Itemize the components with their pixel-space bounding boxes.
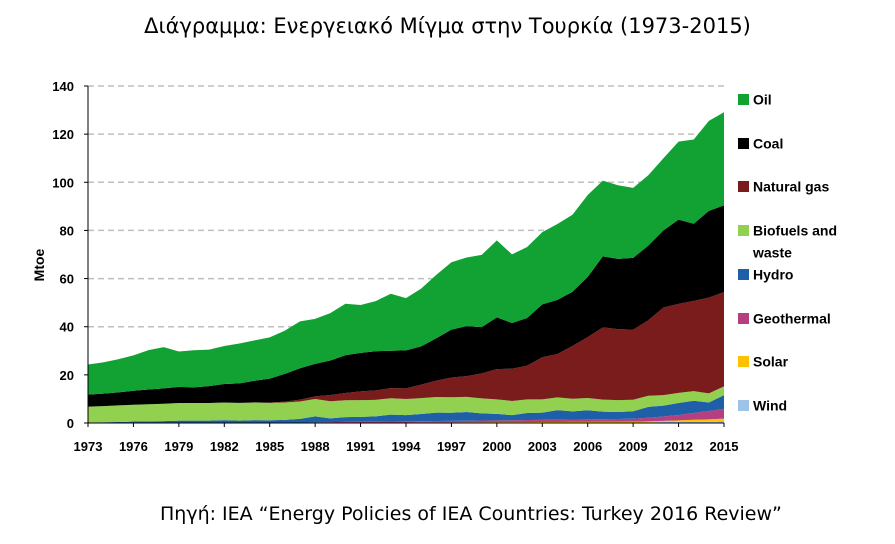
y-tick-label: 100 xyxy=(52,175,74,190)
legend: Oil Coal Natural gas Biofuels and waste Hydro… xyxy=(738,92,837,414)
legend-swatch-geothermal xyxy=(738,313,749,324)
x-tick-label: 2015 xyxy=(710,439,739,454)
area-hydro xyxy=(88,395,724,423)
x-tick-label: 2006 xyxy=(573,439,602,454)
legend-label-solar: Solar xyxy=(753,354,789,370)
x-tick-label: 1973 xyxy=(74,439,103,454)
x-tick-label: 1985 xyxy=(255,439,284,454)
legend-swatch-hydro xyxy=(738,269,749,280)
x-tick-label: 1997 xyxy=(437,439,466,454)
source-note: Πηγή: IEA “Energy Policies of IEA Countr… xyxy=(160,503,782,525)
y-tick-label: 140 xyxy=(52,79,74,94)
legend-swatch-wind xyxy=(738,400,749,411)
y-tick-label: 40 xyxy=(60,320,74,335)
x-tick-label: 1982 xyxy=(210,439,239,454)
x-tick-label: 1991 xyxy=(346,439,375,454)
x-tick-label: 1994 xyxy=(392,439,422,454)
x-tick-label: 1988 xyxy=(301,439,330,454)
y-tick-label: 120 xyxy=(52,127,74,142)
legend-swatch-biofuels-and-waste xyxy=(738,225,749,236)
axes: 0 20 40 60 80 100 120 140 1973 1976 1979 1982 1985 19… xyxy=(31,79,738,454)
x-tick-label: 2012 xyxy=(664,439,693,454)
legend-label-biofuels-and-waste: Biofuels and waste xyxy=(752,223,837,261)
legend-label-oil: Oil xyxy=(753,92,772,108)
area-biofuels-and-waste xyxy=(88,386,724,423)
x-tick-label: 2000 xyxy=(482,439,511,454)
legend-swatch-natural-gas xyxy=(738,181,749,192)
legend-swatch-solar xyxy=(738,356,749,367)
legend-label-geothermal: Geothermal xyxy=(753,311,831,327)
area-series xyxy=(88,112,724,423)
area-oil xyxy=(88,112,724,395)
x-tick-label: 2009 xyxy=(619,439,648,454)
x-tick-label: 1976 xyxy=(119,439,148,454)
legend-swatch-coal xyxy=(738,138,749,149)
area-natural-gas xyxy=(88,292,724,407)
chart-title: Διάγραμμα: Ενεργειακό Μίγμα στην Τουρκία… xyxy=(144,14,751,38)
x-tick-label: 2003 xyxy=(528,439,557,454)
area-coal xyxy=(88,205,724,407)
y-tick-label: 0 xyxy=(67,416,74,431)
y-tick-label: 20 xyxy=(60,368,74,383)
legend-swatch-oil xyxy=(738,94,749,105)
legend-label-coal: Coal xyxy=(753,136,783,152)
y-axis-label: Mtoe xyxy=(31,248,47,281)
legend-label-natural-gas: Natural gas xyxy=(753,179,829,195)
legend-label-hydro: Hydro xyxy=(753,267,793,283)
x-tick-label: 1979 xyxy=(164,439,193,454)
y-tick-label: 60 xyxy=(60,272,74,287)
y-tick-label: 80 xyxy=(60,223,74,238)
legend-label-wind: Wind xyxy=(753,398,787,414)
